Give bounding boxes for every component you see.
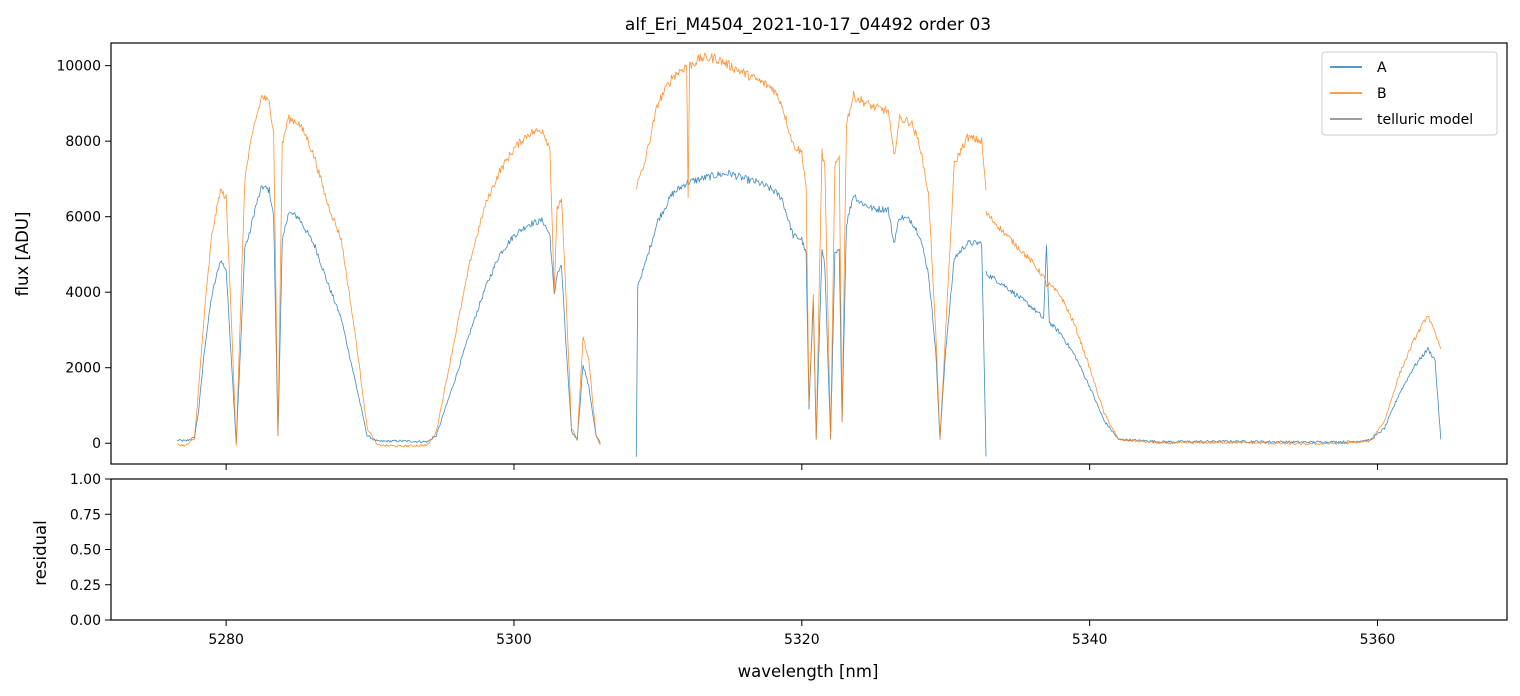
residual-panel-frame [110, 478, 1508, 621]
wavelength-axis-label: wavelength [nm] [738, 662, 879, 681]
flux-panel: 0 2000 4000 6000 8000 10000 flux [ADU] ABtell… [13, 42, 1508, 470]
flux-ytick-label-0: 0 [92, 436, 101, 452]
residual-ytick-label-1: 1.00 [70, 472, 101, 488]
legend-frame [1321, 51, 1498, 136]
series-line-b-3 [177, 94, 601, 448]
residual-ytick-label-0.75: 0.75 [70, 507, 101, 523]
series-line-a-0 [176, 185, 601, 444]
legend-label-telluric-model: telluric model [1377, 112, 1473, 128]
flux-ytick-label-6000: 6000 [65, 210, 101, 226]
flux-ytick-label-4000: 4000 [65, 285, 101, 301]
flux-axis-label: flux [ADU] [13, 212, 32, 297]
series-line-a-2 [985, 244, 1442, 444]
residual-ytick-label-0.5: 0.50 [70, 543, 101, 559]
series-line-b-5 [985, 210, 1442, 446]
residual-panel: 0.00 0.25 0.50 0.75 1.00 5280 5300 5320 5340 536… [31, 472, 1508, 681]
xtick-label-5320: 5320 [784, 632, 820, 648]
residual-ytick-label-0: 0.00 [70, 613, 101, 629]
xtick-label-5300: 5300 [496, 632, 532, 648]
flux-ytick-label-10000: 10000 [56, 59, 101, 75]
series-line-b-4 [635, 52, 987, 441]
legend-label-a: A [1377, 60, 1387, 76]
legend-label-b: B [1377, 86, 1387, 102]
flux-ytick-label-2000: 2000 [65, 361, 101, 377]
xtick-label-5340: 5340 [1072, 632, 1108, 648]
xtick-label-5280: 5280 [208, 632, 244, 648]
xtick-label-5360: 5360 [1360, 632, 1396, 648]
residual-ytick-label-0.25: 0.25 [70, 578, 101, 594]
residual-axis-label: residual [31, 520, 50, 585]
series-line-a-1 [635, 169, 987, 457]
flux-panel-frame [110, 42, 1508, 465]
flux-ytick-label-8000: 8000 [65, 134, 101, 150]
chart-title: alf_Eri_M4504_2021-10-17_04492 order 03 [625, 15, 991, 35]
